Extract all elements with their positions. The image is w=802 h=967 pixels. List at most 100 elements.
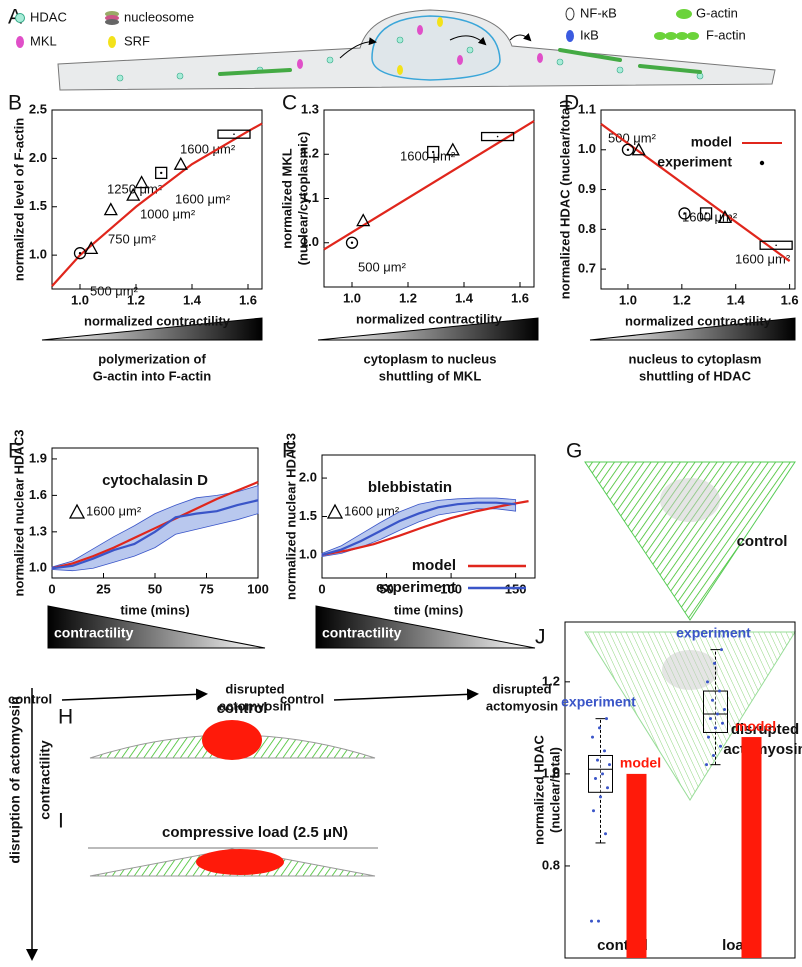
y-tick-label: 1.2 xyxy=(301,146,319,161)
panel-label: G xyxy=(566,440,582,463)
y-tick-label: 1.3 xyxy=(301,101,319,116)
annotation: 1600 μm² xyxy=(735,251,791,266)
x-axis-label: time (mins) xyxy=(120,602,189,617)
point xyxy=(759,240,793,250)
bar xyxy=(626,773,647,958)
panel-label: D xyxy=(564,92,579,115)
point xyxy=(717,210,733,224)
x-tick-label: 25 xyxy=(96,581,110,596)
point xyxy=(103,202,118,216)
gradient-wedge xyxy=(589,317,796,341)
y-axis-label: normalized nuclear HDAC3 xyxy=(283,433,298,600)
plot-frame xyxy=(564,621,796,959)
y-tick-label: 2.5 xyxy=(29,101,47,116)
series-label: model xyxy=(735,718,776,734)
y-tick-label: 1.0 xyxy=(542,765,560,780)
y-tick-label: 0.8 xyxy=(542,857,560,872)
annotation: 1600 μm² xyxy=(180,141,236,156)
y-tick-label: 1.0 xyxy=(299,546,317,561)
bar xyxy=(741,737,762,958)
line xyxy=(323,120,535,251)
caption: compressive load (2.5 μN) xyxy=(162,824,348,841)
nucleus xyxy=(660,478,720,522)
point-center xyxy=(496,135,499,138)
line xyxy=(321,501,516,556)
caption: cytoplasm to nucleus xyxy=(364,351,497,366)
point xyxy=(598,726,601,730)
point xyxy=(596,758,599,762)
x-tick-label: 1.6 xyxy=(239,292,257,307)
point-center xyxy=(704,212,708,215)
series-label: model xyxy=(620,755,661,771)
gradient-label: contractility xyxy=(54,625,134,641)
point xyxy=(603,749,606,753)
point xyxy=(608,763,611,767)
y-axis-label: normalized level of F-actin xyxy=(11,118,26,281)
caption: contractility xyxy=(37,740,53,820)
point xyxy=(605,717,608,721)
x-tick-label: 1.4 xyxy=(183,292,202,307)
annotation: 500 μm² xyxy=(90,283,139,298)
x-tick-label: 1.0 xyxy=(619,292,637,307)
point xyxy=(590,919,593,923)
legend-label: HDAC xyxy=(30,9,67,24)
y-tick-label: 2.0 xyxy=(29,150,47,165)
point xyxy=(445,142,460,156)
point xyxy=(720,648,723,652)
panel-label: E xyxy=(8,440,22,463)
legend-label: IκB xyxy=(580,27,599,42)
caption: G-actin into F-actin xyxy=(93,368,212,383)
point xyxy=(173,156,188,170)
y-tick-label: 1.1 xyxy=(578,101,596,116)
box xyxy=(588,754,613,793)
y-tick-label: 1.5 xyxy=(299,508,317,523)
panel-label: F xyxy=(282,440,295,463)
point xyxy=(606,786,609,790)
y-axis-label: (nuclear/cytoplasmic) xyxy=(295,132,310,266)
caption: disruption of actomyosin xyxy=(7,696,23,863)
point xyxy=(699,207,713,220)
y-tick-label: 1.2 xyxy=(542,673,560,688)
panel-label: B xyxy=(8,92,22,115)
point xyxy=(707,735,710,739)
point xyxy=(217,129,251,139)
nucleus xyxy=(662,650,718,690)
arrow xyxy=(333,688,479,701)
caption: shuttling of HDAC xyxy=(639,368,752,383)
point xyxy=(604,832,607,836)
x-axis-label: normalized contractility xyxy=(356,311,503,326)
point xyxy=(601,772,604,776)
cell-mesh xyxy=(584,461,796,621)
gradient-wedge xyxy=(317,317,539,341)
annotation-marker xyxy=(68,503,86,519)
y-tick-label: 1.9 xyxy=(29,450,47,465)
point xyxy=(621,143,635,156)
y-tick-label: 0.7 xyxy=(578,261,596,276)
caption: actomyosin xyxy=(486,698,558,713)
line xyxy=(51,481,259,570)
y-axis-label: normalized HDAC xyxy=(531,734,546,844)
legend-swatch xyxy=(759,160,765,166)
gradient-wedge xyxy=(47,605,266,649)
legend-label: experiment xyxy=(376,579,456,596)
point xyxy=(427,145,440,159)
point xyxy=(480,131,515,142)
x-tick-label: 1.6 xyxy=(781,292,799,307)
x-tick-label: 1.4 xyxy=(727,292,746,307)
annotation: 500 μm² xyxy=(358,259,407,274)
x-tick-label: 0 xyxy=(48,581,55,596)
nucleus xyxy=(202,720,262,760)
point xyxy=(706,680,709,684)
nucleus xyxy=(196,849,284,875)
legend-label: MKL xyxy=(30,33,57,48)
caption: disrupted xyxy=(731,721,799,738)
point xyxy=(356,213,371,227)
legend-label: F-actin xyxy=(706,27,746,42)
caption: shuttling of MKL xyxy=(379,368,482,383)
point xyxy=(713,661,716,665)
annotation: 1000 μm² xyxy=(140,206,196,221)
y-axis-label: (nuclear/total) xyxy=(547,747,562,833)
gradient-wedge xyxy=(41,317,263,341)
point-center xyxy=(233,133,235,135)
y-tick-label: 1.1 xyxy=(301,190,319,205)
